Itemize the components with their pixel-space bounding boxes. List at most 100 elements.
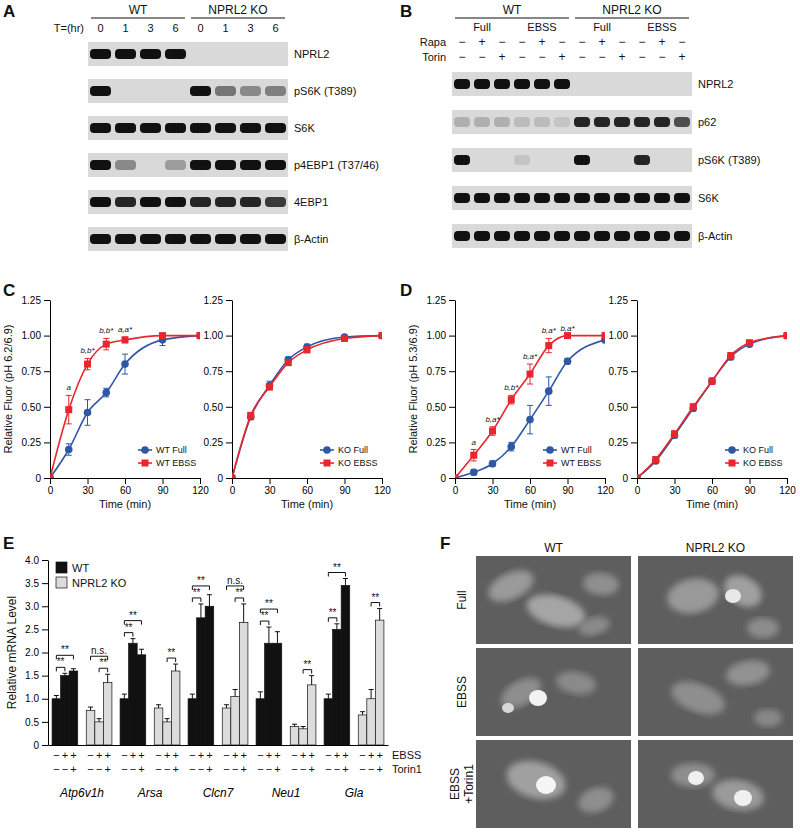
marker — [507, 443, 515, 451]
bright-spot — [529, 690, 547, 706]
tick-label: 60 — [302, 485, 314, 496]
tick-mark — [50, 478, 51, 484]
marker — [690, 403, 697, 410]
tick: 0.5 — [25, 717, 48, 728]
tick-label: 1.00 — [609, 330, 629, 341]
significance-label: ** — [125, 622, 133, 633]
condition-sign: − — [87, 763, 93, 775]
tick-label: 1.00 — [22, 330, 42, 341]
legend-swatch — [547, 460, 554, 467]
condition-sign: − — [291, 749, 297, 761]
legend-label: KO Full — [338, 445, 368, 455]
tick: 0 — [440, 473, 455, 484]
tick-label: 0.25 — [22, 437, 42, 448]
error-bar — [301, 727, 306, 729]
tick-mark — [42, 583, 48, 584]
tick: 1.25 — [609, 295, 637, 306]
condition-label: EBSS — [392, 749, 421, 761]
tick-label: 0 — [33, 740, 39, 751]
bar — [154, 708, 163, 745]
error-bar — [258, 692, 263, 699]
error-bar — [105, 674, 110, 682]
tick: 2.5 — [25, 624, 48, 635]
band — [634, 117, 650, 127]
significance-label: ** — [197, 575, 205, 586]
tick-label: 3.0 — [25, 601, 39, 612]
marker — [65, 406, 72, 413]
error-bar — [156, 705, 161, 708]
band — [554, 193, 570, 203]
band — [90, 234, 111, 244]
band — [140, 197, 161, 207]
tick-label: 90 — [157, 485, 169, 496]
band — [554, 231, 570, 241]
tick: 30 — [669, 478, 681, 496]
tick-label: 0.75 — [22, 366, 42, 377]
error-bar — [309, 676, 314, 685]
condition-sign: + — [308, 763, 314, 775]
row-label: EBSS — [455, 676, 469, 708]
tick-label: 0.25 — [609, 437, 629, 448]
significance-label: ** — [61, 644, 69, 655]
tick: Clcn7 — [203, 745, 235, 800]
tick-mark — [787, 478, 788, 484]
condition-sign: − — [257, 763, 263, 775]
category-label: Arsa — [137, 786, 163, 800]
significance-bracket — [124, 633, 133, 637]
line — [232, 336, 382, 478]
significance-bracket — [303, 670, 312, 674]
legend-label: NPRL2 KO — [72, 577, 127, 589]
annotation: b,b* — [99, 326, 114, 335]
tick-label: 1.25 — [427, 295, 447, 306]
band — [215, 49, 236, 59]
series — [637, 332, 787, 478]
treatment-sign: + — [598, 35, 605, 49]
error-bar — [360, 712, 365, 715]
band — [265, 234, 286, 244]
band — [574, 231, 590, 241]
y-axis-title: Relative Fluor (pH 6.2/6.9) — [2, 325, 14, 454]
cell — [710, 776, 766, 815]
tick-mark — [750, 478, 751, 484]
plot-area — [232, 332, 382, 478]
tick-label: 2.0 — [25, 647, 39, 658]
tick-mark — [44, 442, 50, 443]
tick-mark — [493, 478, 494, 484]
tick-mark — [232, 478, 233, 484]
tick: 1.00 — [609, 330, 637, 341]
tick: 0 — [48, 478, 54, 496]
marker — [489, 428, 496, 435]
condition-sign: − — [62, 763, 68, 775]
treatment-sign: + — [498, 50, 505, 64]
band — [594, 117, 610, 127]
band — [674, 193, 690, 203]
treatment-sign: − — [618, 35, 625, 49]
bar — [290, 727, 299, 746]
legend-swatch — [56, 562, 67, 573]
band — [165, 197, 186, 207]
band — [215, 234, 236, 244]
marker — [379, 332, 383, 339]
band — [514, 117, 530, 127]
tick: 0.75 — [22, 366, 50, 377]
treatment-sign: + — [658, 35, 665, 49]
marker — [709, 378, 716, 385]
tick: Neu1 — [272, 745, 301, 800]
tick: 0.50 — [204, 402, 232, 413]
band — [215, 86, 236, 96]
x-axis-title: Time (min) — [281, 498, 333, 510]
marker — [232, 474, 236, 478]
condition-sign: + — [62, 749, 68, 761]
y-axis: 00.250.500.751.001.25 — [204, 295, 233, 484]
bar — [239, 622, 248, 745]
error-bar — [728, 353, 734, 359]
band — [534, 231, 550, 241]
tick-mark — [44, 300, 50, 301]
legend-swatch — [729, 460, 736, 467]
group-underline — [91, 18, 185, 19]
micrograph — [638, 648, 793, 736]
marker — [455, 475, 459, 479]
tick-label: 30 — [669, 485, 681, 496]
line — [232, 336, 382, 478]
error-bar — [369, 690, 374, 699]
